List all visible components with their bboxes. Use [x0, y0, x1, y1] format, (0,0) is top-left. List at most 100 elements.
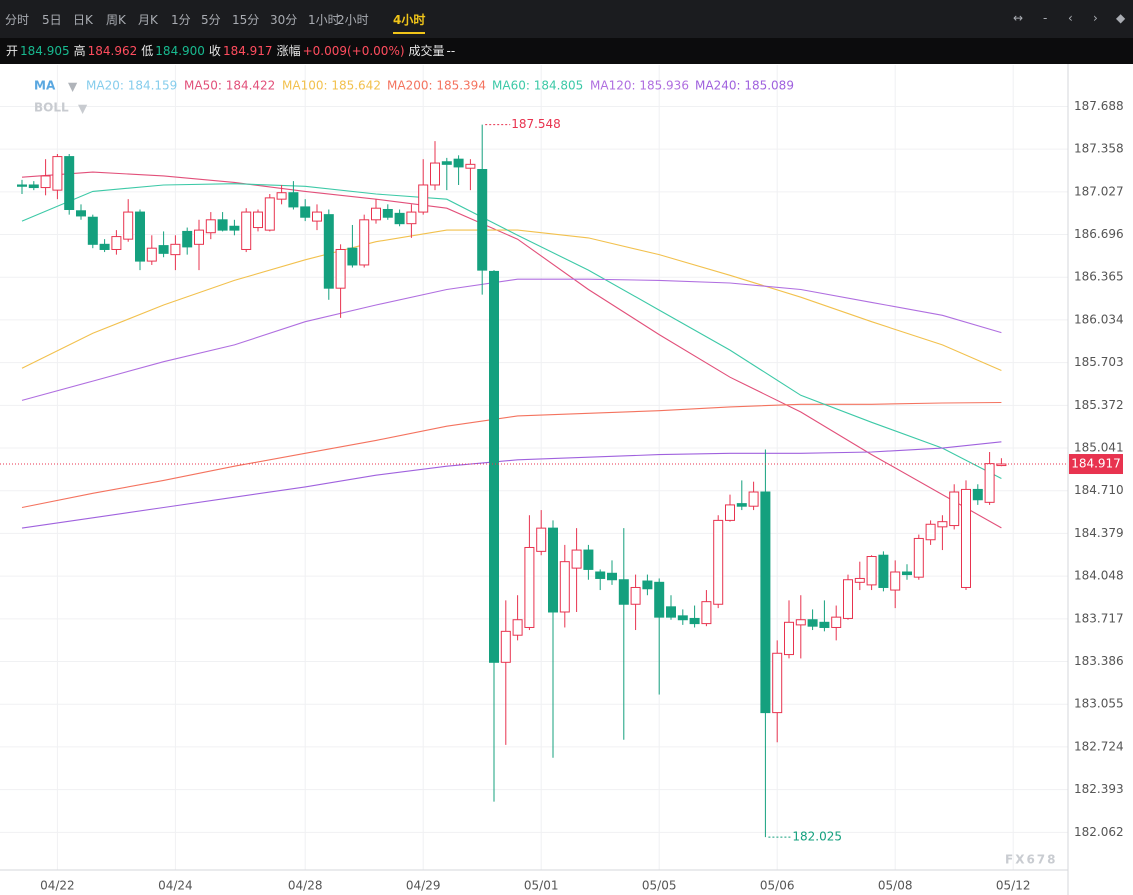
y-tick-label: 186.696 [1074, 227, 1124, 241]
icon[interactable]: ↔ [1013, 11, 1024, 25]
y-tick-label: 187.688 [1074, 99, 1124, 113]
candle-body [677, 615, 688, 621]
candle-body [701, 601, 712, 625]
candle-body [453, 158, 464, 168]
candle-body [866, 556, 877, 586]
candle-body [194, 229, 204, 245]
x-tick-label: 04/28 [288, 879, 323, 893]
y-tick-label: 186.034 [1074, 312, 1124, 326]
interval-tab[interactable]: 30分 [270, 13, 298, 27]
candle-body [548, 527, 558, 613]
candle-body [984, 463, 995, 503]
candle-body [135, 211, 145, 262]
candle-body [87, 216, 98, 245]
candle-body [760, 491, 771, 714]
interval-tab[interactable]: 1小时 [308, 13, 340, 27]
candle-body [642, 580, 653, 590]
watermark: FX678 [1005, 853, 1058, 867]
interval-tab[interactable]: 4小时 [393, 11, 426, 34]
candle-body [229, 225, 240, 231]
candle-body [961, 488, 971, 588]
interval-tab[interactable]: 2小时 [337, 13, 369, 27]
candle-body [489, 270, 499, 663]
quote-value: 184.917 [222, 44, 273, 58]
candle-body [630, 586, 641, 605]
y-tick-label: 184.379 [1074, 526, 1124, 540]
icon[interactable]: - [1043, 11, 1048, 25]
interval-tab[interactable]: 15分 [232, 13, 260, 27]
candle-body [725, 504, 735, 521]
candle-body [559, 561, 570, 613]
indicator-label: BOLL [34, 101, 69, 115]
candle-body [323, 214, 334, 289]
candle-body [300, 206, 311, 218]
candle-body [406, 211, 417, 225]
candle-body [359, 219, 370, 266]
candle-body [205, 219, 216, 234]
candle-body [264, 197, 275, 231]
interval-tab[interactable]: 月K [138, 13, 158, 27]
interval-tab[interactable]: 5分 [201, 13, 221, 27]
candle-body [40, 175, 51, 189]
candle-body [831, 616, 842, 628]
candle-body [335, 248, 346, 289]
y-tick-label: 186.365 [1074, 270, 1124, 284]
candle-body [441, 161, 452, 165]
x-tick-label: 05/01 [524, 879, 559, 893]
y-tick-label: 182.724 [1074, 739, 1124, 753]
icon[interactable]: ◆ [1116, 11, 1126, 25]
candle-body [689, 617, 700, 625]
interval-tab[interactable]: 周K [106, 13, 126, 27]
quote-value: -- [446, 44, 456, 58]
candle-body [170, 243, 181, 256]
quote-label: 高 [73, 44, 86, 58]
icon[interactable]: ‹ [1068, 11, 1073, 25]
candle-body [795, 619, 806, 626]
candle-body [666, 606, 676, 618]
quote-label: 开 [6, 44, 19, 58]
candle-body [418, 184, 429, 213]
interval-tab[interactable]: 分时 [5, 13, 30, 27]
candle-body [123, 211, 134, 240]
price-tag-label: 184.917 [1071, 457, 1121, 471]
ma-line [21, 278, 1002, 401]
candle-body [477, 168, 488, 271]
ma-line [21, 441, 1002, 529]
candle-body [607, 572, 617, 581]
ma-line [21, 183, 1002, 479]
candle-body [772, 652, 783, 714]
legend-entry: MA120: 185.936 [590, 79, 689, 93]
y-tick-label: 183.386 [1074, 654, 1124, 668]
candle-body [536, 527, 547, 552]
y-tick-label: 184.710 [1074, 483, 1124, 497]
x-tick-label: 05/06 [760, 879, 795, 893]
quote-value: 184.962 [87, 44, 138, 58]
indicator-arrow: ▼ [68, 80, 78, 94]
candle-body [382, 208, 393, 218]
candle-body [937, 521, 948, 528]
y-tick-label: 182.393 [1074, 782, 1124, 796]
candle-body [878, 554, 889, 588]
interval-tab[interactable]: 5日 [42, 13, 62, 27]
interval-tab[interactable]: 日K [73, 13, 93, 27]
candle-body [465, 163, 476, 169]
x-tick-label: 05/08 [878, 879, 913, 893]
candle-body [347, 247, 358, 266]
candle-body [182, 230, 193, 248]
candle-body [583, 549, 594, 570]
candle-body [854, 577, 865, 583]
candle-body [819, 621, 830, 628]
icon[interactable]: › [1093, 11, 1098, 25]
y-tick-label: 187.358 [1074, 142, 1124, 156]
candle-body [28, 184, 39, 189]
legend-entry: MA100: 185.642 [282, 79, 381, 93]
candle-body [430, 162, 440, 186]
candle-body [512, 619, 523, 636]
y-tick-label: 184.048 [1074, 569, 1124, 583]
candle-body [713, 519, 724, 605]
interval-tab[interactable]: 1分 [171, 13, 191, 27]
candle-body [276, 192, 287, 200]
candle-body [925, 523, 936, 541]
high-label: 187.548 [511, 117, 561, 131]
